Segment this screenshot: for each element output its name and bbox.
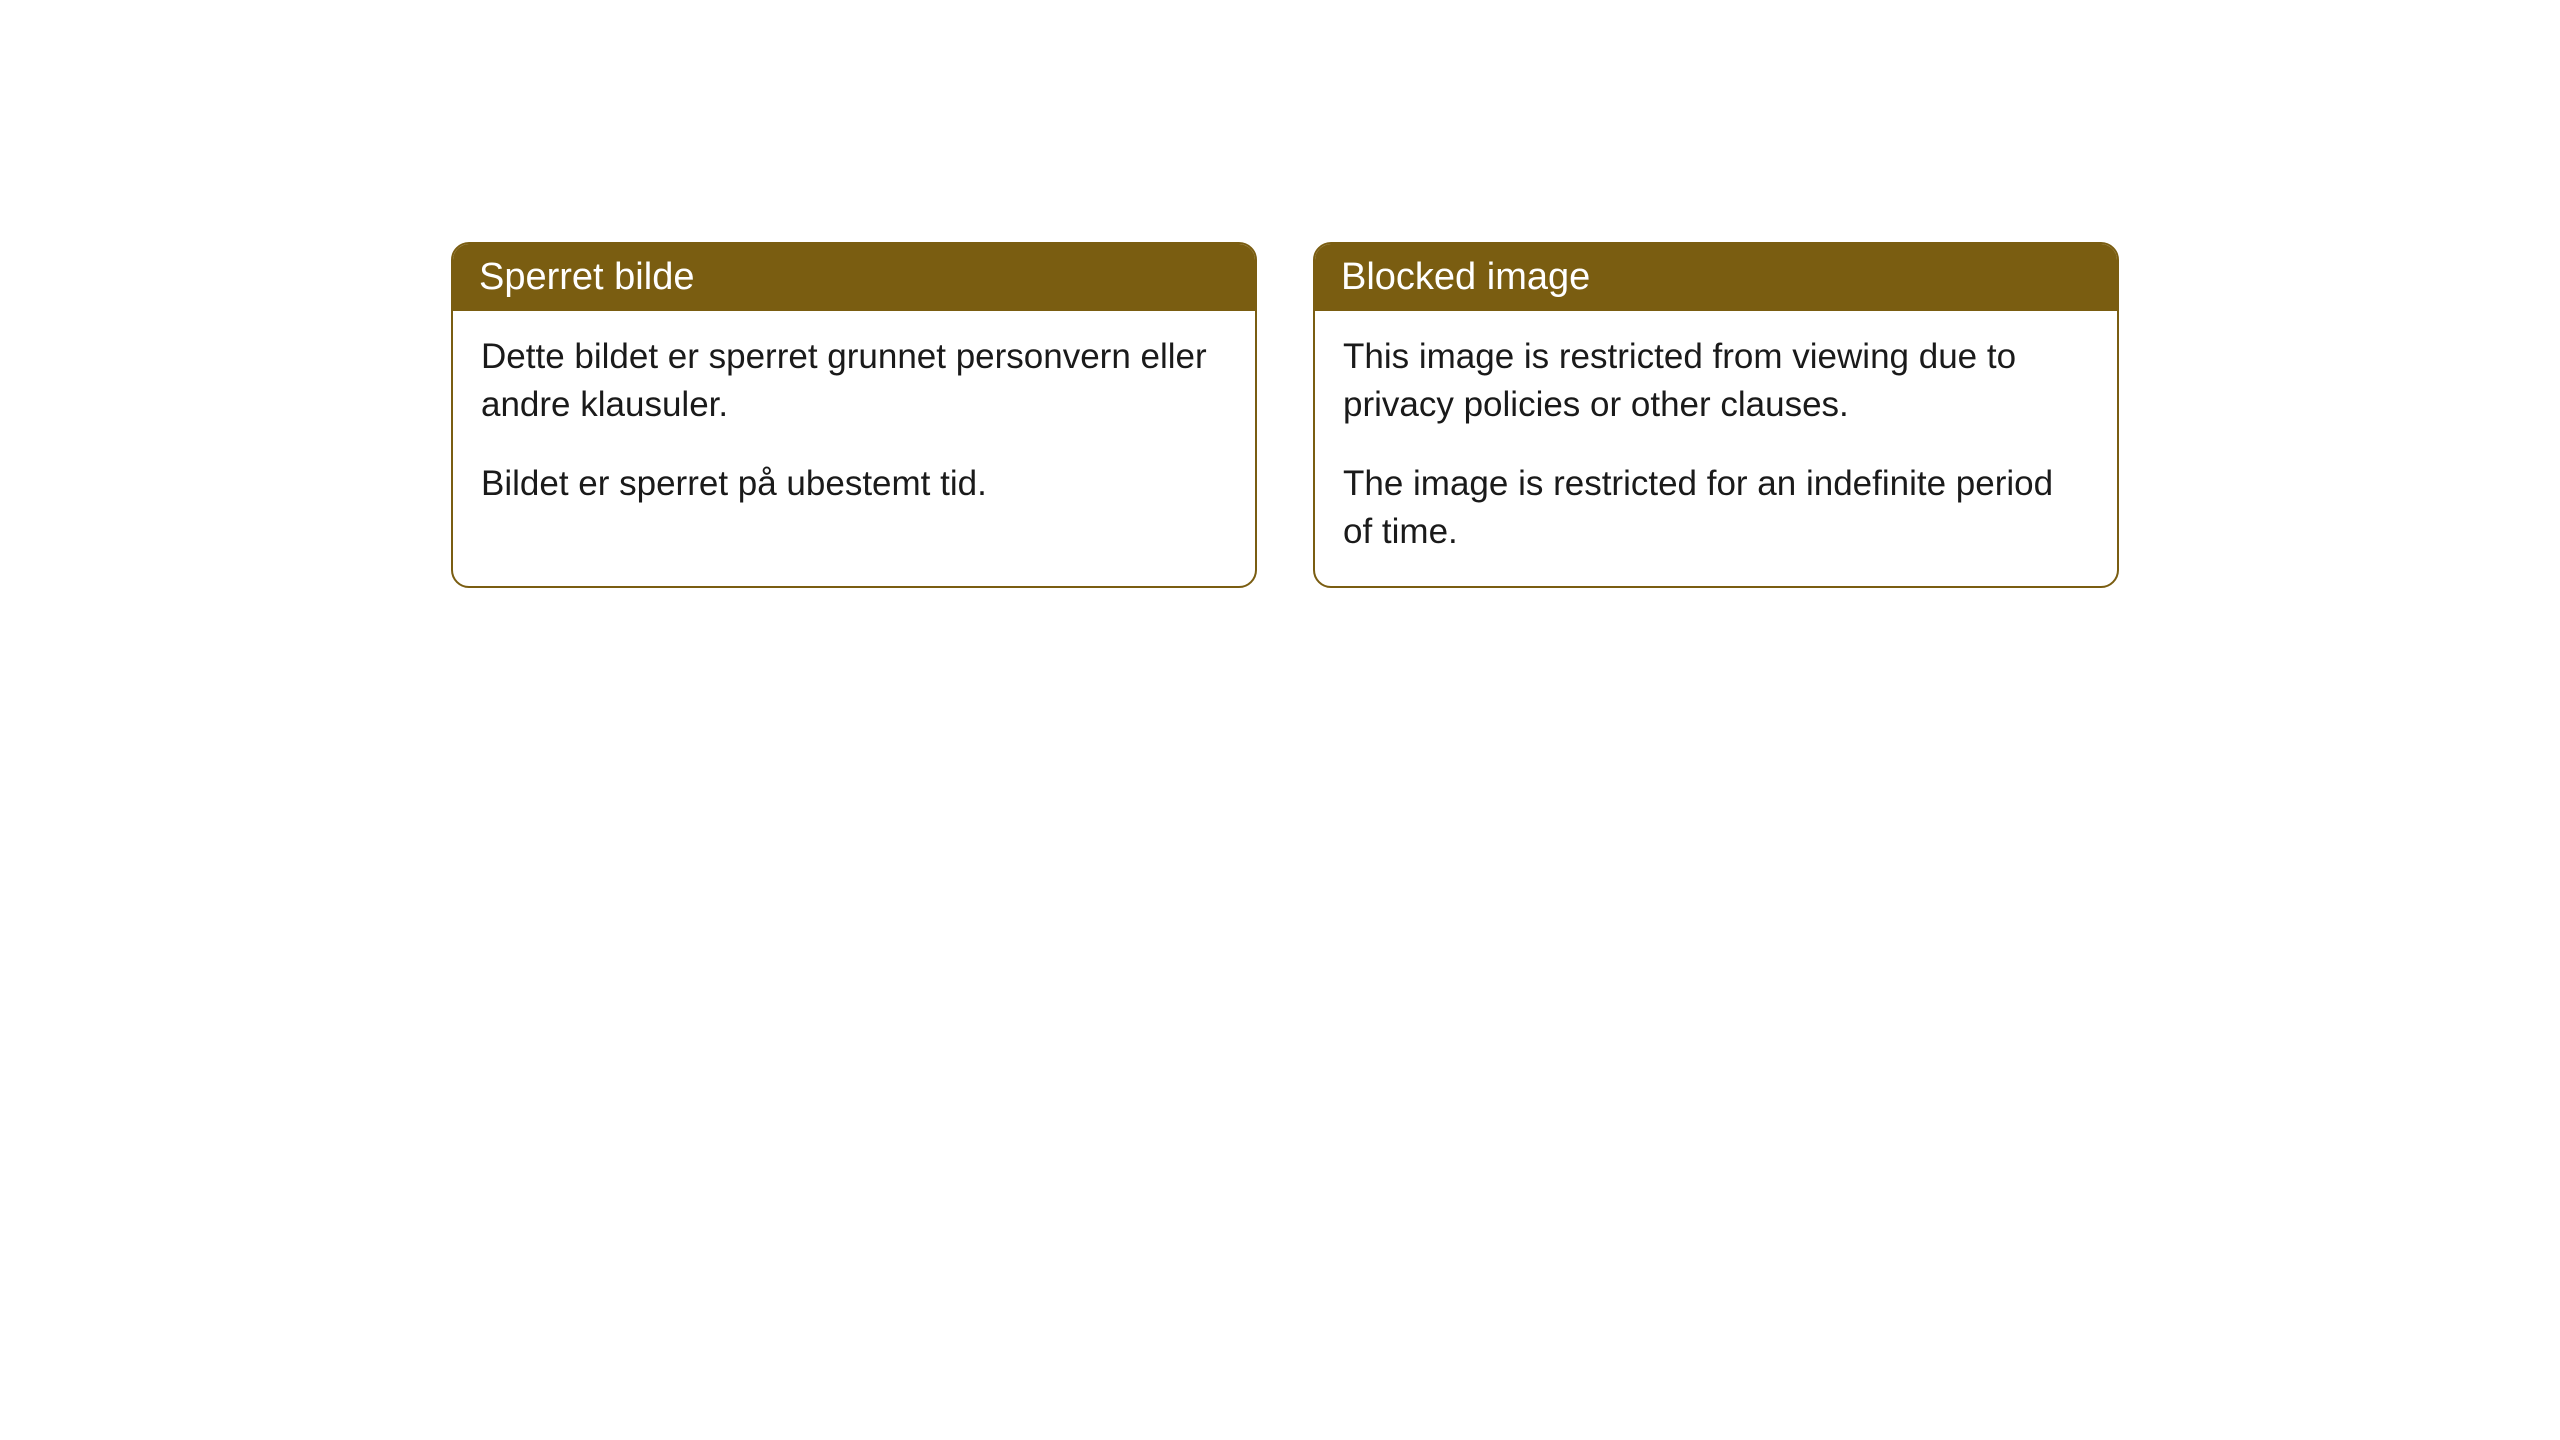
card-header: Blocked image: [1315, 244, 2117, 311]
blocked-image-card-norwegian: Sperret bilde Dette bildet er sperret gr…: [451, 242, 1257, 588]
card-body: This image is restricted from viewing du…: [1315, 311, 2117, 586]
notice-paragraph: The image is restricted for an indefinit…: [1343, 460, 2089, 557]
notice-paragraph: Bildet er sperret på ubestemt tid.: [481, 460, 1227, 508]
blocked-image-card-english: Blocked image This image is restricted f…: [1313, 242, 2119, 588]
notice-paragraph: Dette bildet er sperret grunnet personve…: [481, 333, 1227, 430]
notice-cards-container: Sperret bilde Dette bildet er sperret gr…: [451, 242, 2119, 588]
card-body: Dette bildet er sperret grunnet personve…: [453, 311, 1255, 538]
notice-paragraph: This image is restricted from viewing du…: [1343, 333, 2089, 430]
card-header: Sperret bilde: [453, 244, 1255, 311]
